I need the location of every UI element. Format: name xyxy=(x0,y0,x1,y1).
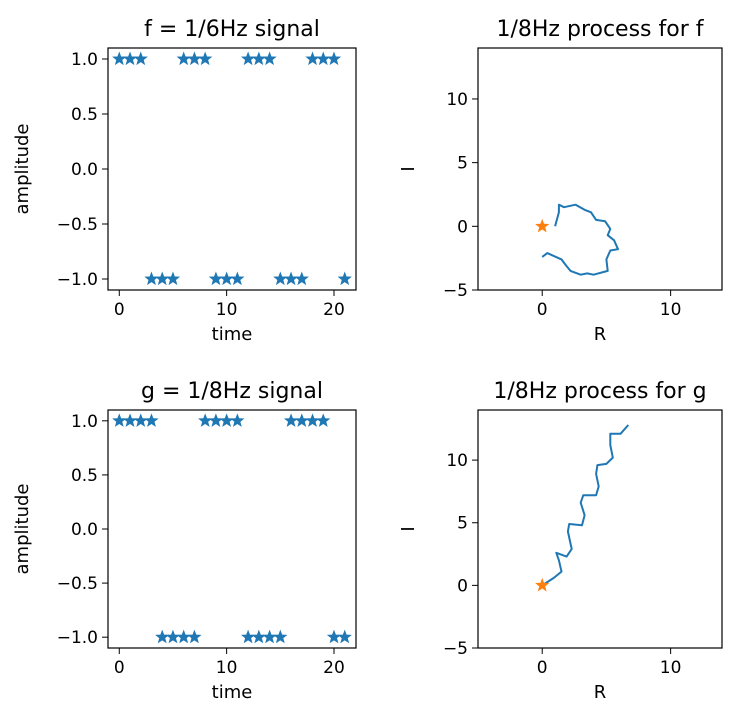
data-point-star xyxy=(198,413,213,427)
y-tick-label: −5 xyxy=(443,281,468,301)
y-tick-label: −1.0 xyxy=(57,628,98,648)
data-point-star xyxy=(187,629,202,644)
data-point-star xyxy=(273,629,288,644)
y-axis-label: amplitude xyxy=(12,124,33,215)
data-point-star xyxy=(176,629,191,644)
data-point-star xyxy=(240,629,256,644)
data-point-star xyxy=(316,413,331,427)
data-point-star xyxy=(176,51,191,66)
data-point-star xyxy=(144,271,159,286)
plot-area-frame xyxy=(477,47,723,291)
data-point-star xyxy=(219,413,234,427)
data-point-star xyxy=(305,51,320,66)
y-tick-label: 1.0 xyxy=(71,50,98,70)
x-tick-label: 10 xyxy=(216,658,238,678)
x-tick-label: 20 xyxy=(323,300,345,320)
data-point-star xyxy=(198,51,213,66)
y-tick-label: 0.5 xyxy=(71,105,98,125)
data-point-star xyxy=(305,413,320,427)
chart-title: 1/8Hz process for f xyxy=(496,17,704,42)
data-point-star xyxy=(230,271,245,286)
y-axis-label: I xyxy=(398,166,419,171)
x-axis-label: R xyxy=(594,324,607,345)
data-point-star xyxy=(208,413,224,427)
data-point-star xyxy=(112,413,127,427)
y-tick-label: 5 xyxy=(457,514,468,534)
data-point-star xyxy=(262,629,277,644)
data-point-star xyxy=(208,271,224,286)
data-point-star xyxy=(187,51,202,66)
x-axis-label: time xyxy=(212,682,253,703)
data-point-star xyxy=(112,51,127,66)
data-point-star xyxy=(165,629,181,644)
data-point-star xyxy=(155,629,170,644)
plot-area-frame xyxy=(107,409,357,649)
y-tick-label: 1.0 xyxy=(71,412,98,432)
y-tick-label: 0 xyxy=(457,576,468,596)
x-tick-label: 20 xyxy=(323,658,345,678)
x-tick-label: 10 xyxy=(216,300,238,320)
x-tick-label: 0 xyxy=(114,658,125,678)
data-point-star xyxy=(155,271,170,286)
chart-title: g = 1/8Hz signal xyxy=(141,379,323,404)
plot-area-frame xyxy=(477,409,723,649)
process-trajectory-line xyxy=(541,203,619,276)
data-point-star xyxy=(326,51,342,66)
y-tick-label: 10 xyxy=(446,90,468,110)
y-tick-label: 0.0 xyxy=(71,520,98,540)
data-point-star xyxy=(251,629,266,644)
origin-star-marker xyxy=(535,577,550,592)
data-point-star xyxy=(133,51,148,66)
data-point-star xyxy=(283,271,299,286)
y-tick-label: −1.0 xyxy=(57,270,98,290)
y-tick-label: 5 xyxy=(457,154,468,174)
y-tick-label: 0 xyxy=(457,217,468,237)
x-tick-label: 10 xyxy=(660,300,682,320)
y-tick-label: −0.5 xyxy=(57,574,98,594)
data-point-star xyxy=(251,51,266,66)
y-tick-label: 0.5 xyxy=(71,466,98,486)
plot-area-frame xyxy=(107,47,357,291)
data-point-star xyxy=(230,413,245,427)
x-tick-label: 0 xyxy=(537,300,548,320)
data-point-star xyxy=(283,413,299,427)
y-tick-label: −0.5 xyxy=(57,215,98,235)
data-point-star xyxy=(316,51,331,66)
data-point-star xyxy=(122,413,138,427)
x-axis-label: R xyxy=(594,682,607,703)
chart-title: 1/8Hz process for g xyxy=(493,379,706,404)
data-point-star xyxy=(273,271,288,286)
data-point-star xyxy=(133,413,148,427)
data-point-star xyxy=(294,271,309,286)
x-tick-label: 10 xyxy=(660,658,682,678)
data-point-star xyxy=(294,413,309,427)
y-tick-label: 10 xyxy=(446,451,468,471)
x-axis-label: time xyxy=(212,324,253,345)
y-tick-label: −5 xyxy=(443,639,468,659)
data-point-star xyxy=(122,51,138,66)
y-axis-label: amplitude xyxy=(12,484,33,575)
x-tick-label: 0 xyxy=(114,300,125,320)
chart-title: f = 1/6Hz signal xyxy=(144,17,320,42)
data-point-star xyxy=(337,271,352,286)
y-axis-label: I xyxy=(398,526,419,531)
data-point-star xyxy=(240,51,256,66)
data-point-star xyxy=(262,51,277,66)
data-point-star xyxy=(337,629,352,644)
data-point-star xyxy=(165,271,181,286)
process-trajectory-line xyxy=(541,424,630,587)
data-point-star xyxy=(326,629,342,644)
x-tick-label: 0 xyxy=(537,658,548,678)
origin-star-marker xyxy=(535,218,550,233)
y-tick-label: 0.0 xyxy=(71,160,98,180)
data-point-star xyxy=(219,271,234,286)
data-point-star xyxy=(144,413,159,427)
